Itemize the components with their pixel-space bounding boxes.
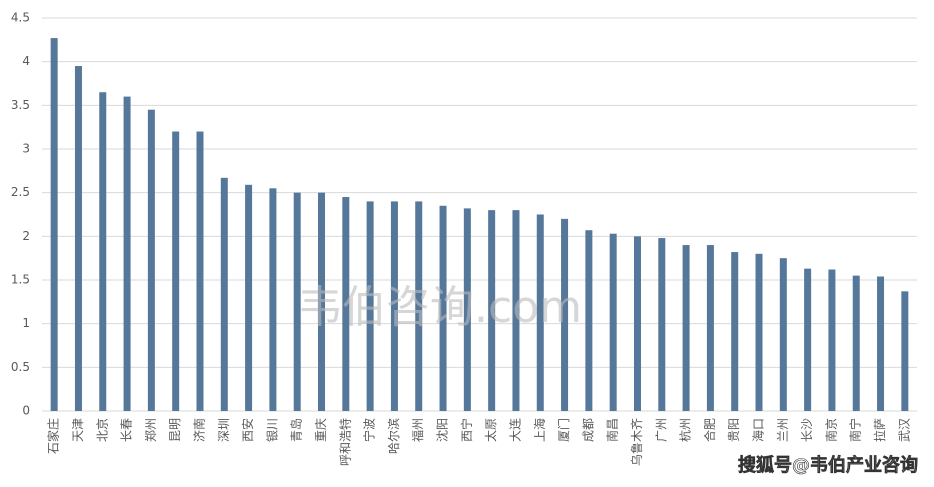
bar (269, 188, 277, 411)
x-tick-label: 海口 (751, 418, 766, 442)
bar (755, 253, 763, 411)
bar (877, 276, 885, 411)
y-tick-label: 0.5 (11, 360, 30, 374)
x-tick-label: 贵阳 (727, 418, 741, 442)
bar (220, 177, 228, 411)
bar (706, 245, 714, 411)
x-tick-label: 兰州 (776, 418, 790, 442)
x-tick-label: 合肥 (702, 418, 717, 442)
bar (318, 192, 326, 411)
bar (658, 238, 666, 411)
bar (561, 218, 569, 411)
x-tick-label: 重庆 (314, 418, 328, 442)
bar (731, 252, 739, 411)
x-tick-label: 成都 (581, 418, 595, 442)
y-tick-label: 3.5 (11, 98, 30, 112)
bar (74, 66, 82, 412)
bar (342, 197, 350, 411)
bar (488, 210, 496, 411)
x-tick-label: 石家庄 (46, 418, 61, 454)
y-tick-label: 1 (22, 316, 30, 330)
y-tick-label: 2 (22, 229, 30, 243)
x-tick-label: 济南 (191, 418, 206, 442)
x-tick-label: 西宁 (459, 418, 474, 442)
x-tick-label: 宁波 (362, 418, 377, 442)
x-tick-label: 南宁 (848, 418, 863, 442)
x-tick-label: 深圳 (217, 418, 231, 442)
x-tick-label: 大连 (507, 418, 522, 442)
x-tick-label: 沈阳 (435, 418, 450, 442)
bar (901, 291, 909, 411)
x-tick-label: 厦门 (556, 418, 571, 442)
y-tick-label: 2.5 (11, 185, 30, 199)
x-tick-label: 呼和浩特 (337, 418, 352, 466)
x-tick-label: 昆明 (168, 418, 182, 442)
watermark: 搜狐号@韦伯产业咨询 (738, 454, 918, 476)
x-tick-label: 福州 (410, 418, 425, 442)
bar (172, 131, 180, 412)
bar (828, 269, 836, 411)
bar (682, 245, 690, 411)
x-tick-label: 长春 (120, 418, 134, 442)
x-tick-label: 武汉 (897, 418, 911, 442)
x-tick-label: 拉萨 (872, 418, 887, 442)
x-tick-label: 乌鲁木齐 (629, 418, 644, 466)
x-tick-label: 南昌 (605, 418, 620, 442)
x-tick-label: 西安 (240, 418, 255, 442)
bar (804, 268, 812, 411)
x-tick-label: 太原 (483, 418, 498, 442)
y-tick-label: 4 (22, 54, 30, 68)
x-tick-label: 郑州 (143, 418, 158, 442)
bar (633, 236, 641, 411)
bar (293, 192, 301, 411)
y-tick-label: 0 (22, 404, 30, 418)
x-tick-label: 上海 (532, 418, 547, 442)
bar (439, 205, 447, 411)
bar (99, 92, 107, 411)
bar (463, 208, 471, 411)
bar (609, 233, 617, 411)
bar (366, 201, 374, 411)
bar (852, 275, 860, 411)
x-tick-label: 哈尔滨 (386, 418, 401, 454)
watermark: 韦伯咨询.com (298, 282, 582, 333)
y-tick-label: 1.5 (11, 273, 30, 287)
bar (779, 258, 787, 411)
x-tick-label: 银川 (265, 418, 279, 442)
bar (245, 184, 253, 411)
bar (50, 38, 58, 411)
x-tick-label: 长沙 (800, 418, 814, 442)
bar (585, 230, 593, 411)
x-tick-label: 南京 (823, 418, 838, 442)
bar (196, 131, 204, 412)
x-tick-label: 青岛 (289, 418, 304, 442)
x-tick-label: 广州 (654, 418, 668, 442)
bar (536, 214, 544, 411)
bar (512, 210, 520, 411)
y-tick-label: 3 (22, 142, 30, 156)
x-tick-label: 杭州 (678, 418, 693, 442)
y-tick-label: 4.5 (11, 11, 30, 25)
bar (123, 96, 131, 411)
bar (415, 201, 423, 411)
x-tick-label: 天津 (71, 418, 85, 442)
bar (147, 109, 155, 411)
x-tick-label: 北京 (95, 418, 109, 442)
bar (390, 201, 398, 411)
